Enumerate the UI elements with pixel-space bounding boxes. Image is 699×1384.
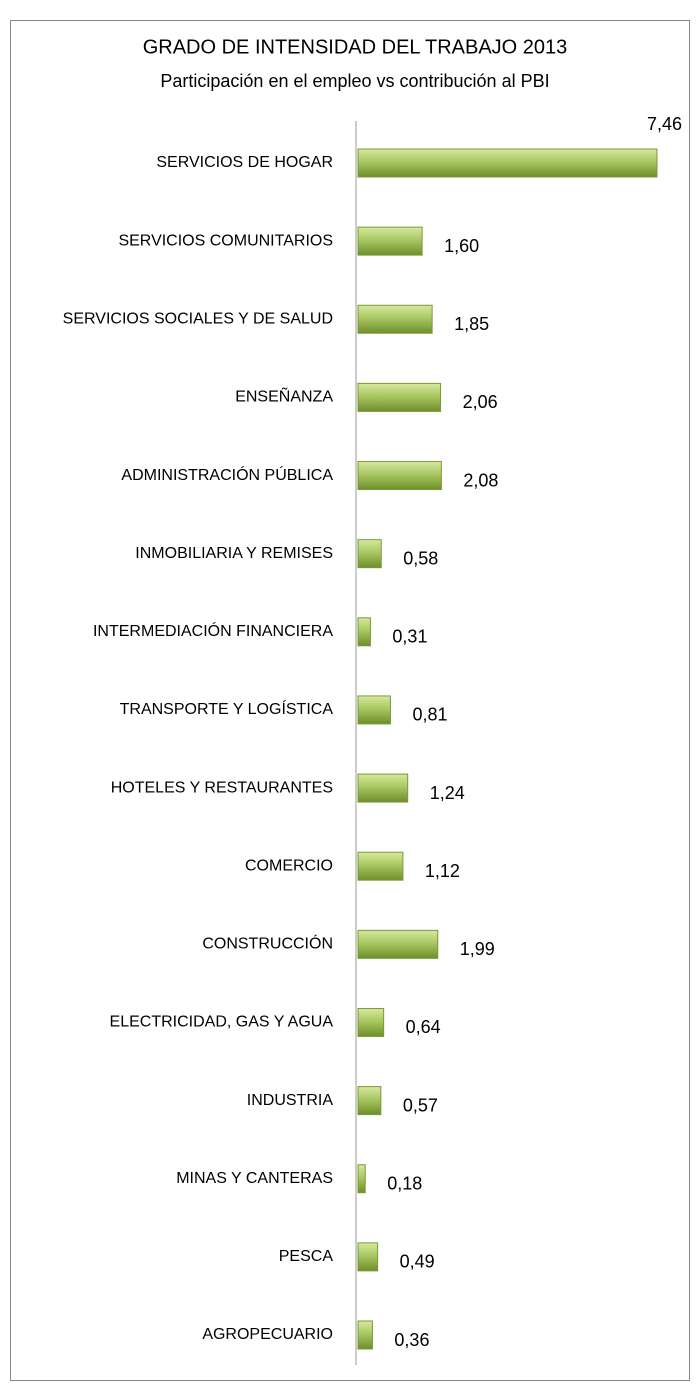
category-label: ENSEÑANZA [235,386,333,406]
bar [357,148,658,178]
category-label: MINAS Y CANTERAS [176,1170,333,1187]
category-label: SERVICIOS COMUNITARIOS [118,232,333,249]
category-label: INDUSTRIA [247,1092,334,1109]
bar [357,695,391,725]
value-label: 2,06 [463,392,498,412]
category-label: ADMINISTRACIÓN PÚBLICA [121,465,333,484]
bar [357,461,442,491]
value-label: 1,85 [454,314,489,334]
bar [357,1086,382,1116]
value-label: 7,46 [647,114,682,134]
bar [357,1320,373,1350]
category-label: SERVICIOS DE HOGAR [156,154,333,171]
value-label: 0,49 [400,1252,435,1272]
bar [357,1007,385,1037]
bar [357,773,409,803]
category-label: TRANSPORTE Y LOGÍSTICA [120,699,334,718]
chart-title: GRADO DE INTENSIDAD DEL TRABAJO 2013 [143,36,568,58]
bar [357,304,433,334]
bar [357,1164,366,1194]
value-label: 0,58 [403,548,438,568]
category-label: INMOBILIARIA Y REMISES [135,545,333,562]
chart-subtitle: Participación en el empleo vs contribuci… [160,71,549,91]
category-label: COMERCIO [245,857,333,874]
value-label: 1,24 [430,783,465,803]
bar [357,382,442,412]
bar [357,539,382,569]
category-label: INTERMEDIACIÓN FINANCIERA [93,621,333,640]
value-label: 0,31 [392,627,427,647]
value-label: 0,36 [394,1330,429,1350]
chart-frame [10,20,690,1381]
value-label: 0,64 [406,1017,441,1037]
bar [357,929,439,959]
value-label: 1,12 [425,861,460,881]
value-label: 0,81 [412,705,447,725]
category-label: SERVICIOS SOCIALES Y DE SALUD [63,310,333,327]
value-label: 2,08 [463,470,498,490]
bar [357,617,371,647]
value-label: 0,57 [403,1095,438,1115]
value-label: 0,18 [387,1173,422,1193]
value-label: 1,99 [460,939,495,959]
bar [357,226,423,256]
category-label: CONSTRUCCIÓN [202,934,333,953]
category-label: ELECTRICIDAD, GAS Y AGUA [110,1014,334,1031]
category-label: HOTELES Y RESTAURANTES [111,779,333,796]
category-label: AGROPECUARIO [202,1326,333,1343]
value-label: 1,60 [444,236,479,256]
bar [357,851,404,881]
bar [357,1242,379,1272]
category-label: PESCA [279,1248,334,1265]
